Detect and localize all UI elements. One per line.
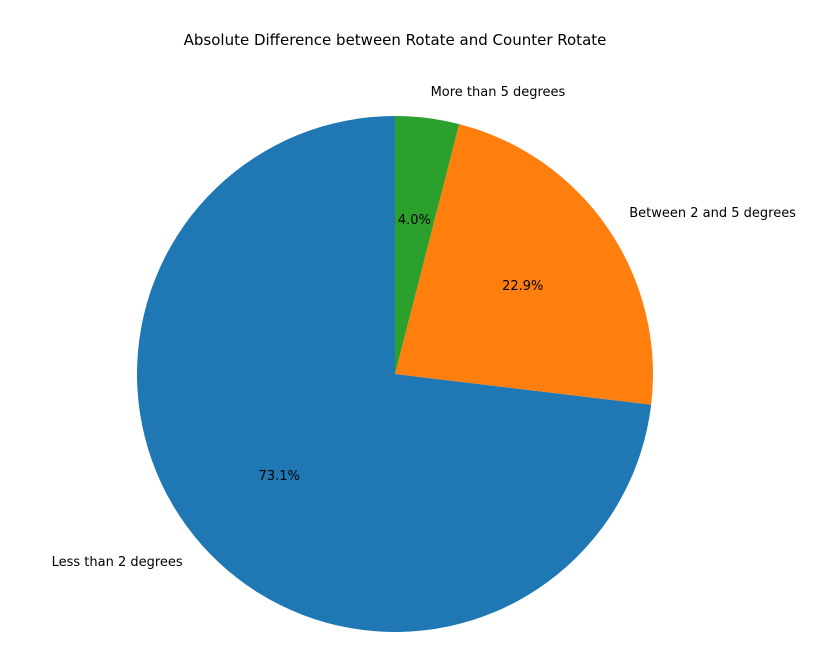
pie-category-label-1: Less than 2 degrees	[52, 555, 183, 570]
pie-percent-label-1: 73.1%	[259, 469, 300, 484]
pie-category-label-3: More than 5 degrees	[431, 85, 566, 100]
pie-slice-1	[137, 116, 652, 632]
chart-title: Absolute Difference between Rotate and C…	[184, 31, 607, 49]
pie-labels: 73.1% Less than 2 degrees 22.9% Between 2 a…	[52, 85, 797, 570]
pie-percent-label-2: 22.9%	[502, 279, 543, 294]
pie-slices	[137, 116, 653, 632]
pie-percent-label-3: 4.0%	[398, 213, 431, 228]
pie-category-label-2: Between 2 and 5 degrees	[629, 206, 796, 221]
pie-slice-3	[395, 116, 460, 374]
pie-slice-2	[395, 124, 653, 405]
